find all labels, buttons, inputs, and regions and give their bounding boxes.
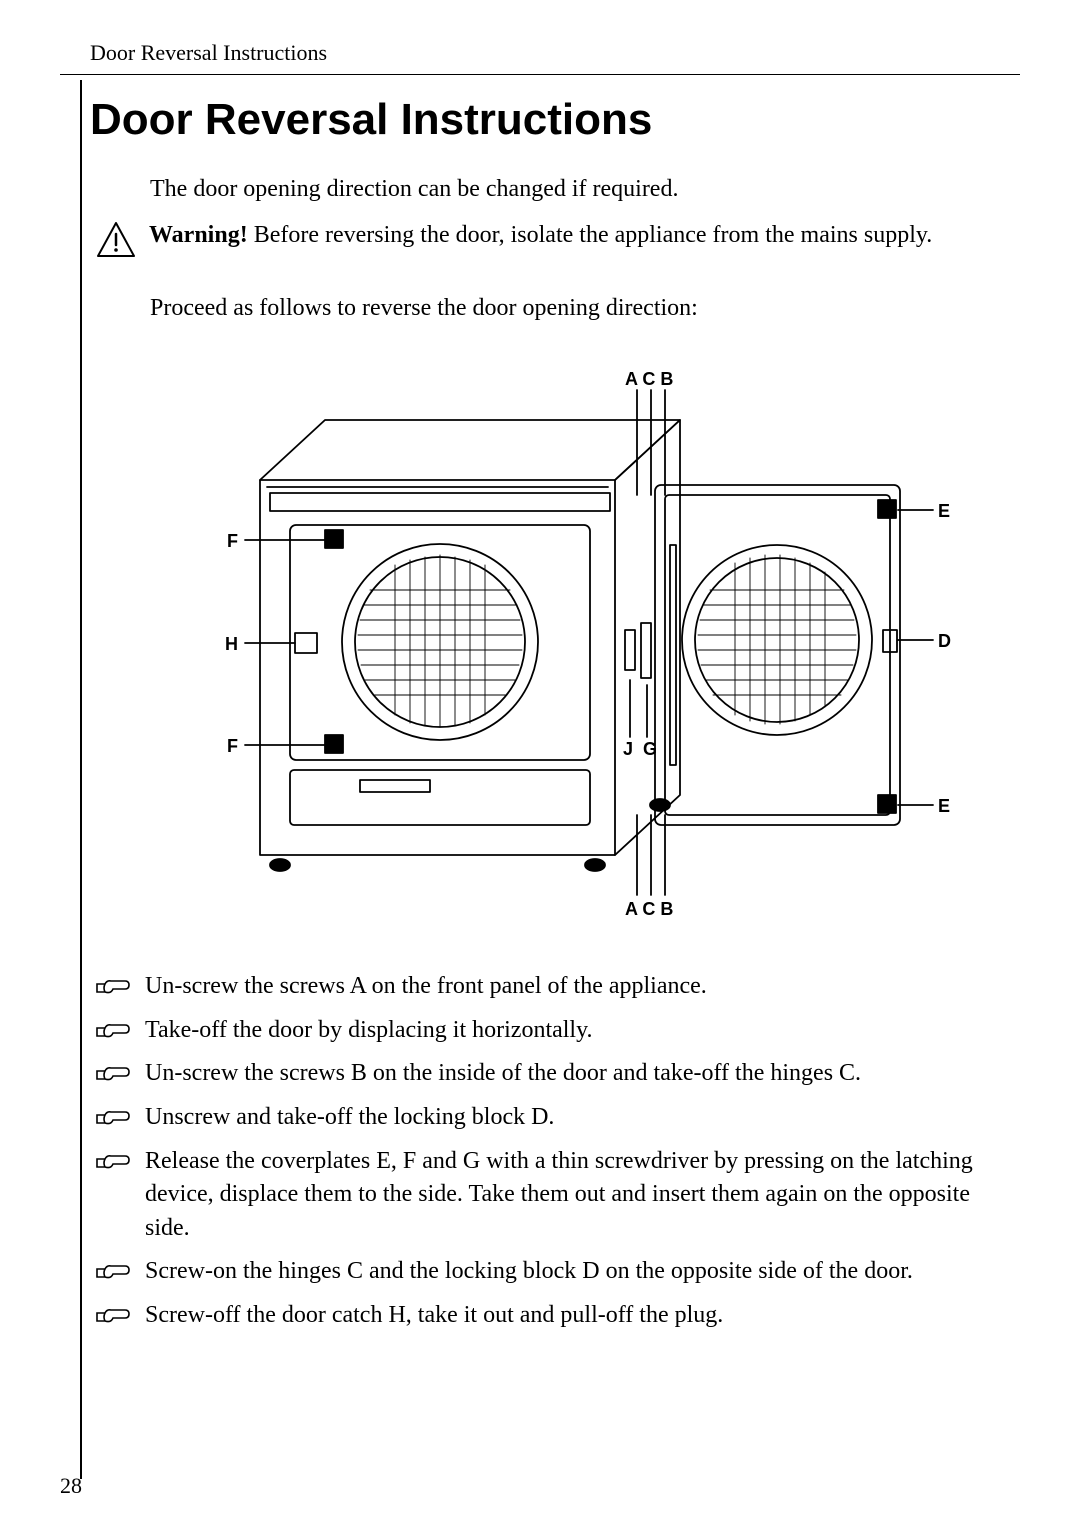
step-item: Un-screw the screws A on the front panel…: [95, 970, 1000, 1004]
label-f-lower: F: [227, 736, 238, 756]
step-item: Release the coverplates E, F and G with …: [95, 1145, 1000, 1246]
step-text: Release the coverplates E, F and G with …: [145, 1145, 1000, 1246]
step-text: Screw-on the hinges C and the locking bl…: [145, 1255, 913, 1289]
header-rule: [60, 74, 1020, 75]
step-item: Screw-off the door catch H, take it out …: [95, 1299, 1000, 1333]
label-d: D: [938, 631, 951, 651]
hand-point-icon: [95, 1303, 131, 1332]
warning-row: Warning! Before reversing the door, isol…: [95, 219, 1000, 264]
steps-list: Un-screw the screws A on the front panel…: [95, 970, 1000, 1332]
hand-point-icon: [95, 1061, 131, 1090]
page-number: 28: [60, 1473, 82, 1499]
warning-label: Warning!: [149, 222, 248, 248]
step-text: Take-off the door by displacing it horiz…: [145, 1014, 593, 1048]
vertical-rule: [80, 80, 82, 1479]
step-item: Un-screw the screws B on the inside of t…: [95, 1057, 1000, 1091]
hand-point-icon: [95, 1018, 131, 1047]
diagram-container: A C B A C B F H F E D E J G: [150, 365, 1000, 925]
label-g: G: [643, 739, 657, 759]
hand-point-icon: [95, 1105, 131, 1134]
page-title: Door Reversal Instructions: [90, 95, 1020, 145]
hand-point-icon: [95, 1149, 131, 1178]
content-area: The door opening direction can be change…: [150, 173, 1000, 1333]
step-text: Un-screw the screws A on the front panel…: [145, 970, 707, 1004]
label-h: H: [225, 634, 238, 654]
label-acb-bottom: A C B: [625, 899, 673, 919]
warning-body: Before reversing the door, isolate the a…: [248, 222, 933, 248]
proceed-text: Proceed as follows to reverse the door o…: [150, 292, 1000, 326]
step-text: Un-screw the screws B on the inside of t…: [145, 1057, 861, 1091]
hand-point-icon: [95, 1259, 131, 1288]
step-text: Unscrew and take-off the locking block D…: [145, 1101, 554, 1135]
dryer-diagram: A C B A C B F H F E D E J G: [195, 365, 955, 925]
warning-text: Warning! Before reversing the door, isol…: [149, 219, 932, 253]
header-text: Door Reversal Instructions: [90, 40, 1020, 66]
label-f-upper: F: [227, 531, 238, 551]
step-item: Take-off the door by displacing it horiz…: [95, 1014, 1000, 1048]
label-acb-top: A C B: [625, 369, 673, 389]
label-e-lower: E: [938, 796, 950, 816]
step-item: Unscrew and take-off the locking block D…: [95, 1101, 1000, 1135]
hand-point-icon: [95, 974, 131, 1003]
label-j: J: [623, 739, 633, 759]
warning-icon: [95, 221, 137, 264]
step-item: Screw-on the hinges C and the locking bl…: [95, 1255, 1000, 1289]
intro-text: The door opening direction can be change…: [150, 173, 1000, 207]
step-text: Screw-off the door catch H, take it out …: [145, 1299, 723, 1333]
label-e-upper: E: [938, 501, 950, 521]
